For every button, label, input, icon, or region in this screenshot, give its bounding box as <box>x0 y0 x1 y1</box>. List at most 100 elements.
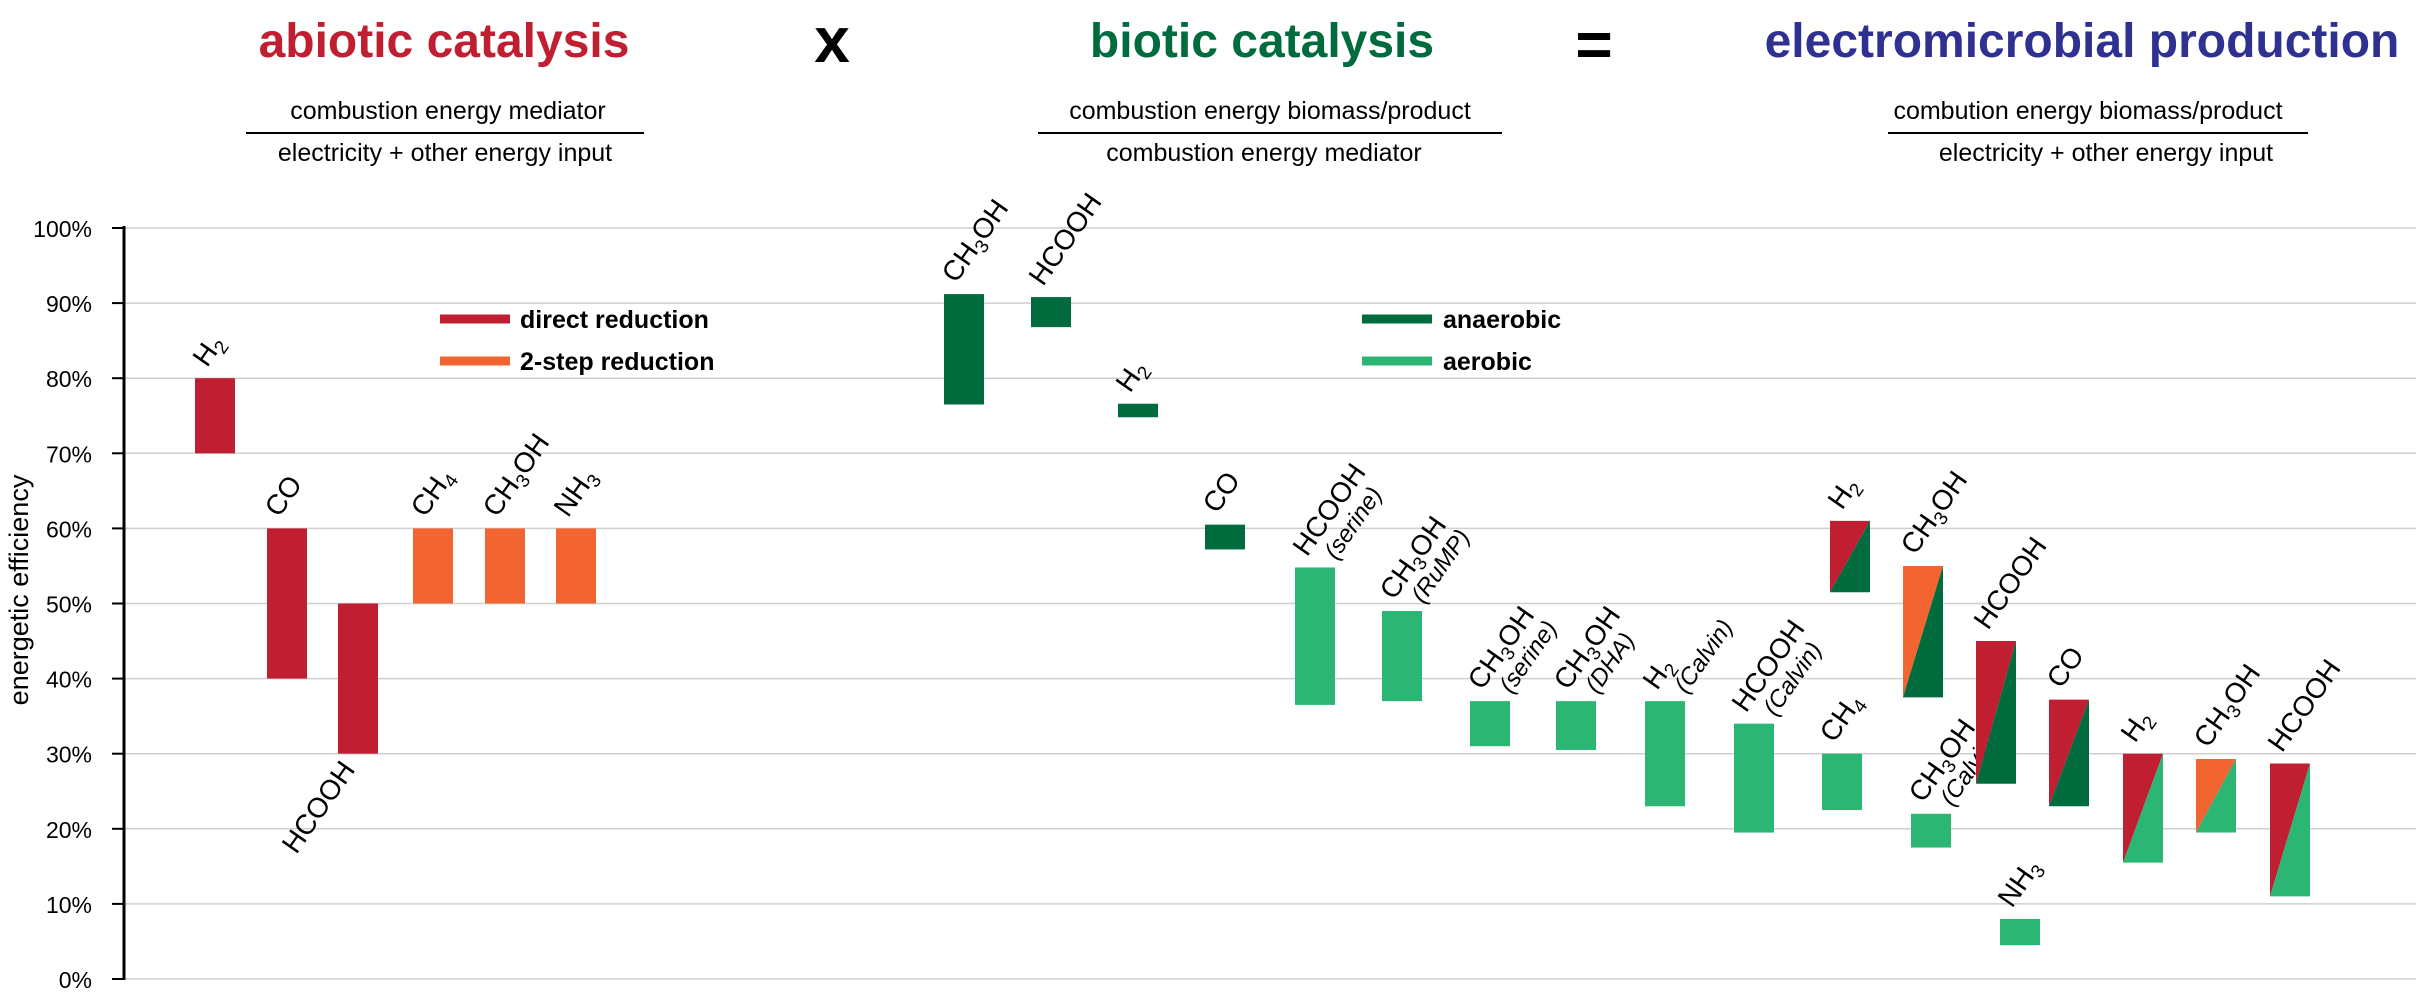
bar <box>1031 297 1071 328</box>
biotic-title: biotic catalysis <box>1090 15 1434 68</box>
svg-text:H2: H2 <box>1110 354 1157 400</box>
bar-label: NH3 <box>548 462 607 524</box>
bar <box>1470 701 1510 747</box>
bar-label: CO <box>1197 466 1246 518</box>
bar <box>1734 723 1774 833</box>
y-tick-label: 10% <box>46 892 92 918</box>
bar-label: H2 <box>2115 704 2162 750</box>
y-tick-label: 100% <box>33 216 92 242</box>
bar <box>2270 763 2310 897</box>
y-tick-label: 40% <box>46 667 92 693</box>
bar-abiotic-part <box>1903 565 1943 698</box>
bar-biotic-part <box>2270 763 2310 897</box>
bar <box>1205 524 1245 550</box>
bar-label: CH3OH <box>936 194 1019 291</box>
svg-text:CO: CO <box>2041 641 2090 693</box>
bar-label: CH4 <box>405 471 464 522</box>
bar-label: CO <box>2041 641 2090 693</box>
bar-sublabel: (Calvin) <box>1669 615 1739 698</box>
bar <box>195 378 235 454</box>
bar-biotic-part <box>1976 641 2016 784</box>
svg-text:CH4: CH4 <box>1814 687 1873 750</box>
svg-text:H2: H2 <box>2115 704 2162 750</box>
abiotic-denominator: electricity + other energy input <box>278 139 612 167</box>
bar <box>1556 701 1596 750</box>
bar <box>1822 753 1862 811</box>
equals-operator: = <box>1575 8 1612 80</box>
times-operator: x <box>814 4 850 76</box>
bar <box>2123 753 2163 863</box>
svg-text:HCOOH: HCOOH <box>1968 531 2053 634</box>
bar <box>1830 520 1870 593</box>
electro-title: electromicrobial production <box>1765 15 2400 68</box>
y-tick-label: 90% <box>46 291 92 317</box>
svg-text:CH3OH: CH3OH <box>936 194 1019 291</box>
bar-label: HCOOH(Calvin) <box>1726 614 1828 721</box>
svg-text:H2: H2 <box>187 329 234 375</box>
bar-biotic-part <box>2196 758 2236 833</box>
bar-label: CH3OH <box>477 428 560 525</box>
bar-label: CH3OH(serine) <box>1462 601 1563 698</box>
bar-label: HCOOH <box>2262 654 2347 757</box>
bar <box>485 528 525 604</box>
bar <box>338 603 378 754</box>
bar-label: H2 <box>187 329 234 375</box>
bar-label: H2 <box>1110 354 1157 400</box>
bar-biotic-part <box>2049 699 2089 807</box>
bar <box>1382 611 1422 702</box>
electro-numerator: combution energy biomass/product <box>1893 97 2282 125</box>
legend-label: aerobic <box>1443 348 1532 376</box>
bar <box>1118 403 1158 418</box>
svg-text:CH3OH: CH3OH <box>2188 658 2271 755</box>
biotic-numerator: combustion energy biomass/product <box>1069 97 1471 125</box>
y-tick-label: 70% <box>46 441 92 467</box>
svg-text:H2: H2 <box>1822 471 1869 517</box>
bar <box>413 528 453 604</box>
y-axis-label: energetic efficiency <box>4 474 34 705</box>
electro-denominator: electricity + other energy input <box>1939 139 2273 167</box>
bar-label: HCOOH(serine) <box>1287 458 1388 565</box>
bar-label: HCOOH <box>1023 187 1108 290</box>
svg-text:CH3OH: CH3OH <box>477 428 560 525</box>
svg-text:HCOOH: HCOOH <box>276 755 361 858</box>
y-tick-label: 80% <box>46 366 92 392</box>
legend-label: 2-step reduction <box>520 348 714 376</box>
bar-label: HCOOH <box>1968 531 2053 634</box>
bar-label: NH3 <box>1992 853 2051 915</box>
bar <box>2196 758 2236 833</box>
bar-label: HCOOH <box>276 755 361 858</box>
bar <box>267 528 307 679</box>
y-tick-label: 50% <box>46 592 92 618</box>
bar-label: H2(Calvin) <box>1637 615 1739 698</box>
bar <box>2000 918 2040 946</box>
bar-biotic-part <box>1903 565 1943 698</box>
svg-text:NH3: NH3 <box>1992 853 2051 915</box>
bar <box>2049 699 2089 807</box>
bar-label: CH3OH(RuMP) <box>1374 510 1476 607</box>
y-tick-label: 0% <box>59 967 92 993</box>
bar <box>1295 567 1335 705</box>
bar-label: CH3OH <box>1895 465 1978 562</box>
bar-abiotic-part <box>1976 641 2016 784</box>
legend-label: anaerobic <box>1443 306 1561 334</box>
y-tick-label: 20% <box>46 817 92 843</box>
svg-text:NH3: NH3 <box>548 462 607 524</box>
bar <box>1911 813 1951 848</box>
abiotic-title: abiotic catalysis <box>259 15 630 68</box>
bar <box>944 294 984 405</box>
bar-biotic-part <box>2123 753 2163 863</box>
bar-label: CH3OH(DHA) <box>1548 601 1641 698</box>
svg-text:CH3OH: CH3OH <box>1895 465 1978 562</box>
svg-text:HCOOH: HCOOH <box>2262 654 2347 757</box>
bar <box>1903 565 1943 698</box>
abiotic-numerator: combustion energy mediator <box>290 97 605 125</box>
bar <box>1645 701 1685 807</box>
bar <box>556 528 596 604</box>
bar-abiotic-part <box>2049 699 2089 807</box>
y-tick-label: 30% <box>46 742 92 768</box>
bar-label: CH3OH <box>2188 658 2271 755</box>
bar-label: CO <box>259 470 308 522</box>
